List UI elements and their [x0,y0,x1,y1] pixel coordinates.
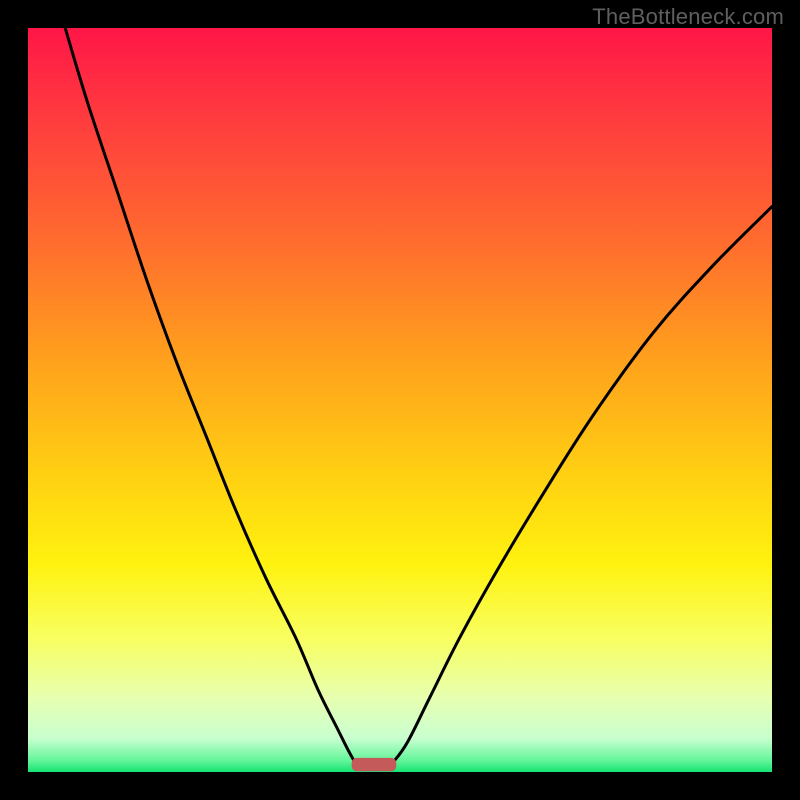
watermark-text: TheBottleneck.com [592,4,784,30]
bottleneck-chart [0,0,800,800]
minimum-marker [352,758,397,771]
chart-background-gradient [28,28,772,772]
chart-frame: TheBottleneck.com [0,0,800,800]
